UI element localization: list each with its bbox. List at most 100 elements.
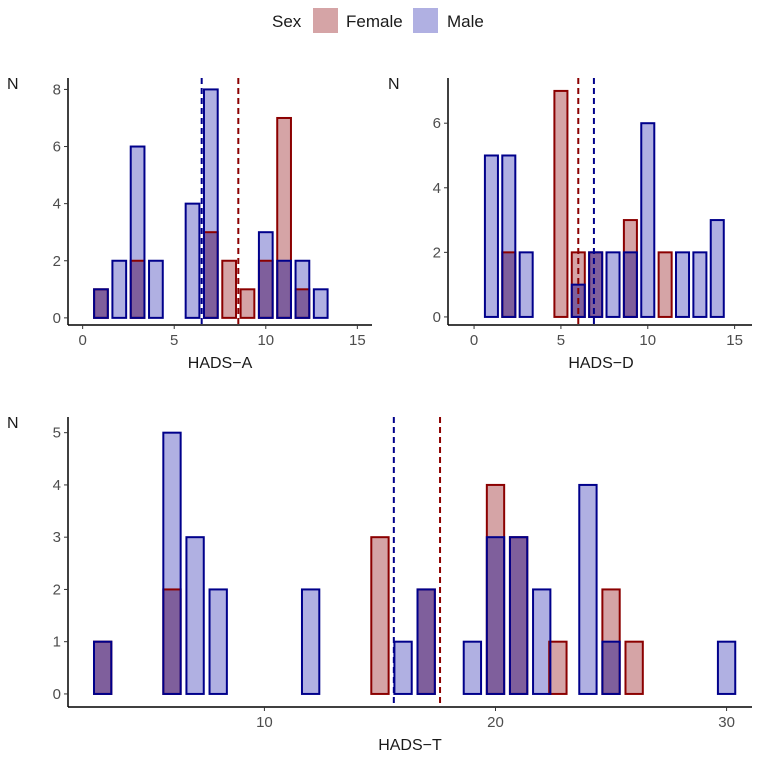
bar-outline-male-20 <box>485 536 506 695</box>
bar-male-30 <box>717 641 736 694</box>
bar-outline-male-13 <box>312 288 329 319</box>
plot-area-hads-a: 0 2 4 6 8 0 5 10 15 <box>53 78 372 349</box>
legend-key-female <box>313 8 338 33</box>
bar-outline-male-6 <box>570 283 586 318</box>
panel-hads-d: N 0 2 4 6 0 5 10 15 HADS−D <box>388 76 752 372</box>
bar-male-3 <box>519 252 533 317</box>
y-tick-label-1: 1 <box>53 634 61 651</box>
bar-outline-male-8 <box>208 588 228 695</box>
bar-outline-male-14 <box>709 219 725 318</box>
y-tick-label-3: 3 <box>53 529 61 546</box>
bar-outline-female-11 <box>657 251 673 318</box>
bar-outline-male-9 <box>622 251 638 318</box>
x-tick-label-5: 5 <box>170 332 178 349</box>
bar-overlap-7 <box>589 252 603 317</box>
bar-outline-male-21 <box>508 536 529 695</box>
y-tick-label-4: 4 <box>433 180 441 197</box>
bar-outline-male-7 <box>588 251 604 318</box>
bar-outline-male-4 <box>148 259 164 319</box>
bar-outline-male-12 <box>294 259 311 319</box>
bar-outline-female-22.7 <box>548 640 568 695</box>
bar-outline-female-5 <box>553 89 569 318</box>
legend-label-female: Female <box>346 12 403 31</box>
bar-overlap-7 <box>203 232 218 318</box>
bar-male-22 <box>533 589 551 694</box>
x-tick-label-0: 0 <box>470 332 478 349</box>
y-tick-label-0: 0 <box>53 310 61 327</box>
bar-female-9 <box>623 220 637 253</box>
bar-overlap-17 <box>417 589 435 694</box>
bar-outline-male-1 <box>483 154 499 318</box>
bar-overlap-3 <box>93 641 112 694</box>
x-tick-label-0: 0 <box>78 332 86 349</box>
bar-overlap-25 <box>602 641 620 694</box>
x-tick-label-5: 5 <box>557 332 565 349</box>
bar-male-13 <box>313 289 328 318</box>
bar-outline-female-9 <box>239 288 256 319</box>
bar-outline-male-25 <box>601 640 621 695</box>
bar-overlap-12 <box>295 289 310 318</box>
x-tick-label-20: 20 <box>487 714 504 731</box>
bar-male-7 <box>186 537 204 694</box>
bar-female-25 <box>602 589 620 642</box>
bar-female-11 <box>277 117 291 261</box>
bar-male-8 <box>209 589 227 694</box>
y-axis-title-hads-a: N <box>7 76 19 93</box>
bar-female-11 <box>658 252 672 317</box>
bar-outline-male-24 <box>578 483 598 695</box>
x-tick-label-10: 10 <box>256 714 273 731</box>
bar-outline-male-30 <box>716 640 737 695</box>
bar-male-12 <box>301 589 320 694</box>
bar-female-5 <box>554 90 568 317</box>
bar-male-2 <box>112 260 127 318</box>
bar-outline-male-2 <box>501 154 517 318</box>
x-tick-label-10: 10 <box>257 332 274 349</box>
bar-female-15 <box>371 537 389 694</box>
bar-male-10 <box>641 123 655 317</box>
bar-outline-male-7 <box>202 88 219 319</box>
x-tick-label-15: 15 <box>726 332 743 349</box>
bar-outline-male-6 <box>184 202 201 319</box>
y-tick-label-0: 0 <box>53 686 61 703</box>
bar-overlap-9 <box>623 252 637 317</box>
y-tick-label-6: 6 <box>433 115 441 132</box>
y-axis-title-hads-d: N <box>388 76 400 93</box>
panel-hads-t: N 0 1 2 3 4 5 10 20 30 HADS−T <box>7 415 752 754</box>
bar-outline-male-11 <box>276 259 292 319</box>
bar-female-8 <box>222 260 237 318</box>
bar-outline-female-8 <box>221 259 238 319</box>
bar-overlap-1 <box>94 289 108 318</box>
y-tick-label-4: 4 <box>53 477 61 494</box>
bar-outline-male-12 <box>300 588 321 695</box>
x-axis-title-hads-t: HADS−T <box>378 737 442 754</box>
bar-outline-male-3 <box>518 251 534 318</box>
y-tick-label-2: 2 <box>53 581 61 598</box>
bar-outline-male-13 <box>692 251 708 318</box>
bar-outline-male-6 <box>162 431 182 695</box>
bar-overlap-6 <box>163 589 181 694</box>
bar-outline-male-7 <box>185 536 205 695</box>
bar-male-1 <box>484 155 498 317</box>
bar-overlap-20 <box>486 537 505 694</box>
bar-outline-male-3 <box>129 145 146 319</box>
legend-label-male: Male <box>447 12 484 31</box>
bar-outline-male-12 <box>675 251 691 318</box>
bar-male-14 <box>710 220 724 317</box>
plot-area-hads-t: 0 1 2 3 4 5 10 20 30 <box>53 417 752 731</box>
bar-female-9 <box>240 289 255 318</box>
bar-outline-male-3 <box>92 640 113 695</box>
bar-outline-male-1 <box>93 288 109 319</box>
y-tick-label-6: 6 <box>53 139 61 156</box>
bar-outline-male-10 <box>640 122 656 318</box>
bar-overlap-3 <box>130 260 145 318</box>
plot-area-hads-d: 0 2 4 6 0 5 10 15 <box>433 78 752 349</box>
x-tick-label-30: 30 <box>718 714 735 731</box>
bar-outline-male-22 <box>532 588 552 695</box>
x-tick-label-10: 10 <box>639 332 656 349</box>
bar-overlap-11 <box>277 260 291 318</box>
panel-hads-a: N 0 2 4 6 8 0 5 10 15 HADS−A <box>7 76 372 372</box>
bar-outline-male-8 <box>605 251 621 318</box>
bar-male-8 <box>606 252 620 317</box>
bar-overlap-21 <box>509 537 528 694</box>
